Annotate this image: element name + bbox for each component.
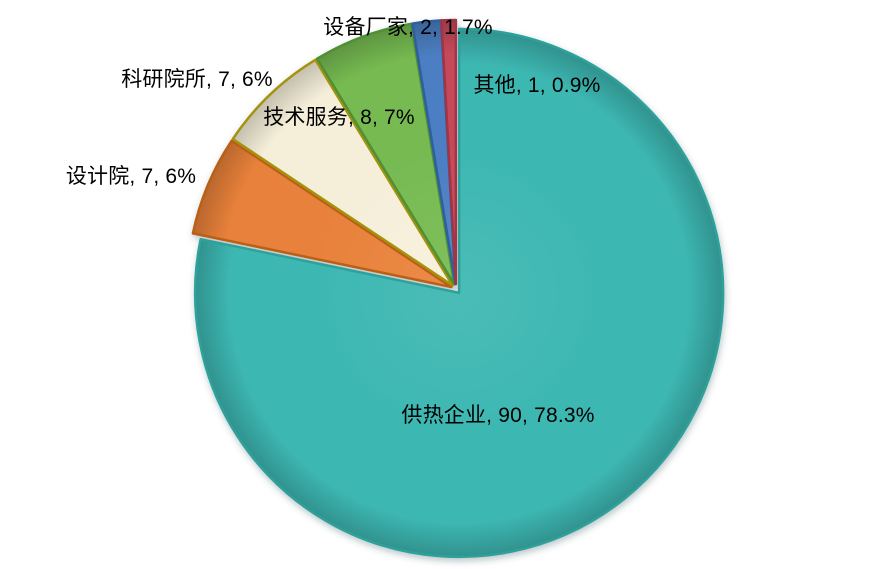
slice-label-4: 科研院所, 7, 6%	[121, 67, 273, 91]
slice-label-3: 技术服务, 8, 7%	[263, 105, 415, 129]
pie-slice-4	[315, 22, 456, 286]
slice-label-6: 其他, 1, 0.9%	[473, 73, 601, 97]
slice-label-5: 设备厂家, 2, 1.7%	[323, 15, 493, 39]
slice-label-1: 供热企业, 90, 78.3%	[401, 403, 595, 427]
pie-slice-1	[193, 27, 725, 559]
slice-label-2: 设计院, 7, 6%	[65, 164, 197, 188]
pie-slice-2	[191, 139, 453, 289]
pie-slice-6	[440, 18, 458, 286]
pie-slice-3	[231, 58, 454, 287]
